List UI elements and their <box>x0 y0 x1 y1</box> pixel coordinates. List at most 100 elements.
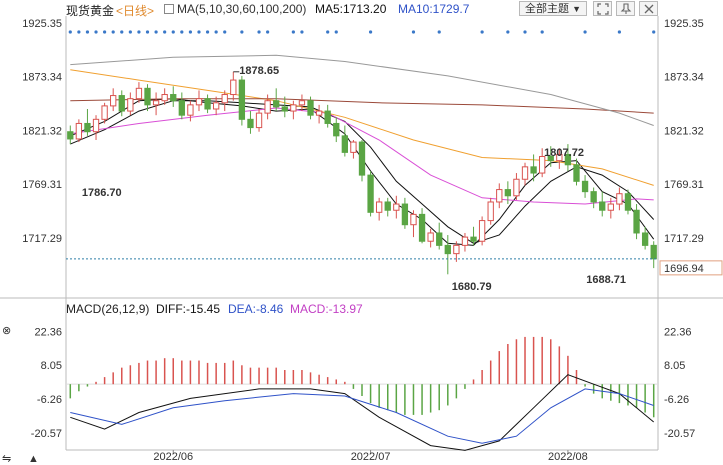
x-tick-label: 2022/06 <box>153 451 193 463</box>
candle-body <box>350 141 357 153</box>
macd-tick-right: 8.05 <box>664 360 685 372</box>
candle-body <box>315 110 323 116</box>
candle-body <box>230 79 237 96</box>
candle-body <box>521 166 529 180</box>
candle-body <box>581 180 589 193</box>
candle-body <box>539 156 546 174</box>
candle-body <box>212 102 220 110</box>
signal-dot <box>411 30 416 34</box>
candle-body <box>367 174 374 213</box>
signal-dot <box>523 30 527 34</box>
signal-dot <box>171 30 175 34</box>
macd-diff-value: DIFF:-15.45 <box>156 302 221 316</box>
candle-body <box>178 100 185 116</box>
candle-body <box>187 104 194 116</box>
x-tick-label: 2022/07 <box>351 451 391 463</box>
close-icon <box>644 4 653 14</box>
price-tick-right: 1717.29 <box>664 233 704 245</box>
candle-body <box>436 232 443 246</box>
signal-dot <box>145 30 150 34</box>
annotation-high-1: 1878.65 <box>239 65 279 77</box>
signal-dot <box>368 30 373 34</box>
candle-body <box>641 232 649 246</box>
candle-body <box>633 209 640 234</box>
signal-dot <box>540 30 544 34</box>
candle-body <box>281 106 288 112</box>
signal-dot <box>257 30 261 34</box>
macd-tick-right: -6.26 <box>664 394 689 406</box>
x-tick-label: 2022/08 <box>548 451 588 463</box>
candle-body <box>624 193 632 211</box>
price-tick-left: 1925.35 <box>22 18 62 30</box>
fullscreen-icon <box>596 3 609 15</box>
macd-tick-right: 22.36 <box>664 326 692 338</box>
candle-body <box>67 131 74 140</box>
macd-dea-line <box>70 388 654 444</box>
candle-body <box>513 178 520 197</box>
signal-dot <box>506 30 510 34</box>
price-tick-right: 1769.31 <box>664 179 704 191</box>
macd-tick-left: -20.57 <box>31 428 62 440</box>
macd-pane-marker-icon: ⊗ <box>2 325 11 337</box>
signal-dot <box>163 30 167 34</box>
candle-body <box>504 189 512 197</box>
candle-body <box>118 95 125 112</box>
period-selector[interactable]: <日线> <box>116 4 155 18</box>
candle-body <box>358 141 366 176</box>
price-tick-left: 1873.34 <box>22 72 62 84</box>
signal-dot <box>128 30 132 34</box>
signal-dot <box>480 30 484 34</box>
candle-body <box>75 122 83 140</box>
signal-dot <box>326 30 330 34</box>
candle-body <box>427 232 434 242</box>
macd-tick-right: -20.57 <box>664 428 695 440</box>
candle-body <box>410 213 417 226</box>
candle-body <box>221 94 228 104</box>
signal-dot <box>154 30 158 34</box>
candle-body <box>101 105 108 120</box>
signal-dot <box>240 30 244 34</box>
signal-dot <box>85 30 90 34</box>
candle-body <box>478 220 486 242</box>
macd-tick-left: -6.26 <box>37 394 62 406</box>
signal-dot <box>120 30 124 34</box>
settings-button[interactable] <box>616 1 635 16</box>
candle-body <box>401 203 409 226</box>
signal-dot <box>68 30 72 34</box>
signal-dot <box>188 30 193 34</box>
scroll-up-icon: ▲ <box>28 453 39 465</box>
candle-body <box>487 201 494 222</box>
signal-dot <box>583 30 587 34</box>
ma-line-ma200 <box>70 54 654 126</box>
candle-body <box>616 193 623 205</box>
signal-dot <box>652 30 656 34</box>
price-tick-left: 1821.32 <box>22 125 62 137</box>
annotation-low-3: 1688.71 <box>586 274 626 286</box>
signal-dot <box>437 30 441 34</box>
candle-body <box>556 153 563 162</box>
instrument-title[interactable]: 现货黄金 <box>66 4 115 18</box>
candle-body <box>599 201 606 211</box>
signal-dot <box>300 30 304 34</box>
signal-dot <box>334 30 338 34</box>
candle-body <box>110 95 117 107</box>
fullscreen-button[interactable] <box>593 1 612 16</box>
theme-dropdown[interactable]: 全部主题 ▼ <box>519 1 587 16</box>
ma-settings-icon[interactable] <box>164 4 174 14</box>
close-button[interactable] <box>639 1 658 16</box>
candle-body <box>161 94 168 102</box>
signal-dot <box>111 30 115 34</box>
annotation-low-1: 1786.70 <box>82 187 122 199</box>
candle-body <box>564 153 572 166</box>
price-tick-right: 1821.32 <box>664 125 704 137</box>
signal-dot <box>214 30 218 34</box>
candle-body <box>84 122 91 133</box>
candle-body <box>170 94 177 102</box>
macd-dea-value: DEA:-8.46 <box>228 302 284 316</box>
candle-body <box>195 98 203 106</box>
macd-diff-line <box>70 374 655 451</box>
theme-label: 全部主题 <box>525 3 569 15</box>
candle-body <box>341 135 349 153</box>
candle-body <box>375 201 383 213</box>
